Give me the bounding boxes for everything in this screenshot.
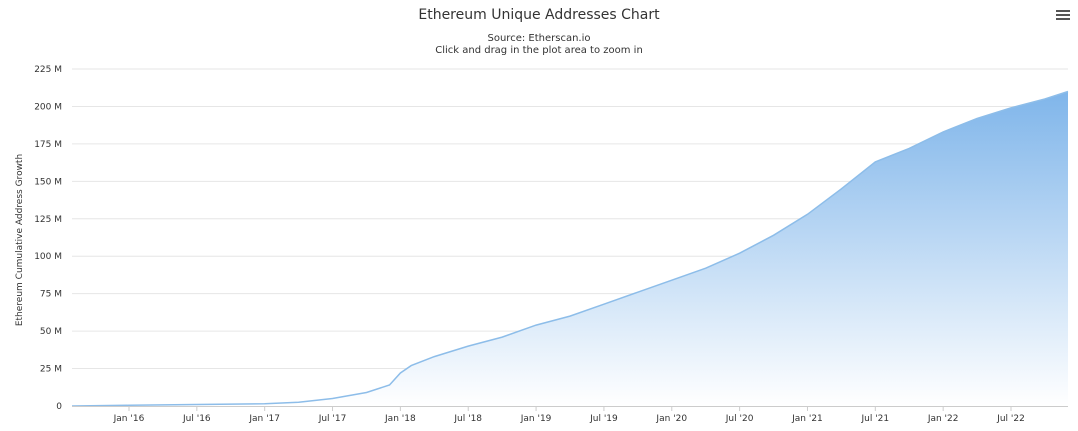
x-tick-label: Jul '22 xyxy=(996,414,1025,424)
y-tick-label: 225 M xyxy=(34,65,62,75)
y-tick-label: 125 M xyxy=(34,215,62,225)
y-tick-label: 100 M xyxy=(34,252,62,262)
menu-bar xyxy=(1056,18,1070,20)
hamburger-menu-icon[interactable] xyxy=(1054,8,1072,24)
x-tick-label: Jul '17 xyxy=(318,414,347,424)
x-tick-label: Jul '18 xyxy=(453,414,482,424)
x-tick-label: Jan '19 xyxy=(520,414,552,424)
x-tick-label: Jan '20 xyxy=(655,414,687,424)
series-area xyxy=(72,91,1068,406)
y-tick-label: 150 M xyxy=(34,177,62,187)
y-tick-label: 175 M xyxy=(34,140,62,150)
series-line xyxy=(71,90,1069,407)
menu-bar xyxy=(1056,10,1070,12)
y-tick-label: 75 M xyxy=(40,290,62,300)
x-tick-label: Jan '17 xyxy=(248,414,280,424)
y-axis: 0 25 M 50 M 75 M 100 M 125 M 150 M 175 M 200 M 22… xyxy=(34,65,62,412)
x-tick-label: Jan '22 xyxy=(927,414,959,424)
x-tick-label: Jul '20 xyxy=(725,414,754,424)
chart-zoom-hint: Click and drag in the plot area to zoom … xyxy=(435,45,643,56)
y-tick-label: 0 xyxy=(56,402,62,412)
x-tick-label: Jan '18 xyxy=(384,414,416,424)
x-tick-label: Jul '21 xyxy=(860,414,889,424)
x-tick-label: Jan '16 xyxy=(113,414,145,424)
y-axis-title: Ethereum Cumulative Address Growth xyxy=(15,154,25,326)
y-tick-label: 200 M xyxy=(34,102,62,112)
y-tick-label: 50 M xyxy=(40,327,62,337)
x-axis: Jan '16 Jul '16 Jan '17 Jul '17 Jan '18 Jul '… xyxy=(72,406,1068,424)
chart-source: Source: Etherscan.io xyxy=(487,33,591,44)
x-tick-label: Jul '16 xyxy=(182,414,211,424)
y-tick-label: 25 M xyxy=(40,365,62,375)
x-tick-label: Jan '21 xyxy=(791,414,823,424)
plot-area[interactable] xyxy=(71,90,1069,407)
menu-bar xyxy=(1056,14,1070,16)
x-tick-label: Jul '19 xyxy=(589,414,618,424)
chart-title: Ethereum Unique Addresses Chart xyxy=(418,7,660,23)
